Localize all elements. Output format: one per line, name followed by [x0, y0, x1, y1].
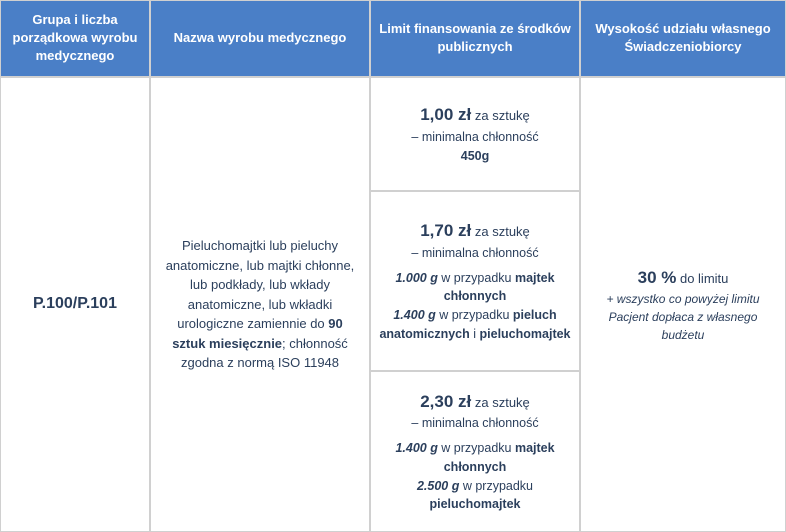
- patient-contribution-cell: 30 % do limitu + wszystko co powyżej lim…: [580, 77, 786, 532]
- tier2-spec1-val: 1.000 g: [395, 271, 437, 285]
- financing-limits-container: 1,00 zł za sztukę – minimalna chłonność …: [370, 77, 580, 532]
- group-code-cell: P.100/P.101: [0, 77, 150, 532]
- tier3-spec1-txt: w przypadku: [438, 441, 515, 455]
- tier2-spec2-val: 1.400 g: [393, 308, 435, 322]
- tier2-spec2-txt: w przypadku: [436, 308, 513, 322]
- tier3-per: za sztukę: [471, 395, 530, 410]
- contribution-percent: 30 %: [638, 268, 677, 287]
- contribution-note: + wszystko co powyżej limitu Pacjent dop…: [589, 290, 777, 344]
- tier1-min-label: – minimalna chłonność: [411, 128, 538, 147]
- product-name-cell: Pieluchomajtki lub pieluchy anatomiczne,…: [150, 77, 370, 532]
- tier1-price: 1,00 zł: [420, 105, 471, 124]
- table-header-row: Grupa i liczba porządkowa wyrobu medyczn…: [0, 0, 786, 77]
- tier3-spec1-val: 1.400 g: [395, 441, 437, 455]
- limit-tier-3: 2,30 zł za sztukę – minimalna chłonność …: [370, 371, 580, 532]
- tier2-price: 1,70 zł: [420, 221, 471, 240]
- tier3-spec2-item: pieluchomajtek: [430, 497, 521, 511]
- tier3-spec2-txt: w przypadku: [459, 479, 533, 493]
- tier1-per: za sztukę: [471, 108, 530, 123]
- tier2-spec1-txt: w przypadku: [438, 271, 515, 285]
- tier2-spec2-and: i: [470, 327, 480, 341]
- tier2-spec2-item2: pieluchomajtek: [480, 327, 571, 341]
- header-financing-limit: Limit finansowania ze środków publicznyc…: [370, 0, 580, 77]
- tier2-per: za sztukę: [471, 224, 530, 239]
- limit-tier-2: 1,70 zł za sztukę – minimalna chłonność …: [370, 191, 580, 371]
- table-body-row: P.100/P.101 Pieluchomajtki lub pieluchy …: [0, 77, 786, 532]
- product-description-pre: Pieluchomajtki lub pieluchy anatomiczne,…: [166, 238, 355, 331]
- tier3-min-label: – minimalna chłonność: [411, 414, 538, 433]
- limit-tier-1: 1,00 zł za sztukę – minimalna chłonność …: [370, 77, 580, 192]
- tier1-absorb-value: 450g: [461, 147, 490, 166]
- reimbursement-table: Grupa i liczba porządkowa wyrobu medyczn…: [0, 0, 786, 532]
- tier2-min-label: – minimalna chłonność: [411, 244, 538, 263]
- header-patient-contribution: Wysokość udziału własnego Świadczeniobio…: [580, 0, 786, 77]
- contribution-limit-text: do limitu: [676, 271, 728, 286]
- tier3-spec2-val: 2.500 g: [417, 479, 459, 493]
- header-product-name: Nazwa wyrobu medycznego: [150, 0, 370, 77]
- tier3-price: 2,30 zł: [420, 392, 471, 411]
- header-group-code: Grupa i liczba porządkowa wyrobu medyczn…: [0, 0, 150, 77]
